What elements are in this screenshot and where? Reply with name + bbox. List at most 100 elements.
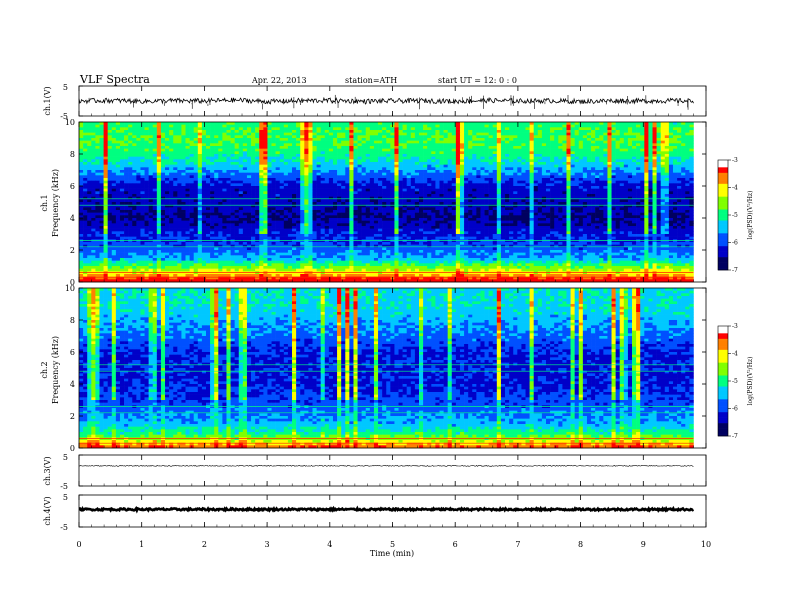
- spectrogram-cell: [271, 204, 276, 208]
- spectrogram-cell: [566, 167, 571, 171]
- spectrogram-cell: [119, 188, 125, 192]
- spectrogram-cell: [423, 162, 428, 165]
- spectrogram-cell: [525, 188, 530, 192]
- spectrogram-cell: [353, 154, 358, 157]
- spectrogram-cell: [664, 183, 670, 187]
- spectrogram-cell: [83, 188, 88, 192]
- spectrogram-cell: [435, 143, 440, 147]
- spectrogram-cell: [292, 159, 297, 163]
- spectrogram-cell: [119, 143, 125, 147]
- spectrogram-cell: [554, 122, 559, 125]
- spectrogram-cell: [173, 172, 178, 176]
- spectrogram-cell: [500, 188, 506, 192]
- spectrogram-cell: [517, 159, 522, 163]
- spectrogram-cell: [689, 196, 694, 200]
- spectrogram-cell: [472, 207, 477, 211]
- spectrogram-cell: [607, 124, 612, 128]
- spectrogram-cell: [455, 151, 461, 155]
- spectrogram-cell: [459, 162, 465, 165]
- spectrogram-cell: [312, 191, 317, 195]
- spectrogram-cell: [398, 199, 403, 203]
- spectrogram-cell: [279, 135, 285, 139]
- spectrogram-cell: [181, 172, 186, 176]
- spectrogram-cell: [668, 167, 674, 171]
- spectrogram-cell: [148, 132, 154, 136]
- spectrogram-cell: [144, 191, 149, 195]
- spectrogram-cell: [230, 202, 235, 205]
- spectrogram-cell: [140, 156, 145, 160]
- spectrogram-cell: [615, 151, 621, 155]
- spectrogram-cell: [87, 202, 92, 205]
- spectrogram-cell: [115, 191, 121, 195]
- spectrogram-cell: [148, 146, 154, 149]
- spectrogram-cell: [615, 175, 621, 179]
- spectrogram-cell: [607, 186, 612, 189]
- spectrogram-cell: [136, 196, 141, 200]
- spectrogram-cell: [648, 202, 653, 205]
- spectrogram-cell: [152, 130, 158, 133]
- spectrogram-cell: [591, 172, 596, 176]
- spectrogram-cell: [144, 196, 149, 200]
- spectrogram-cell: [373, 122, 379, 125]
- spectrogram-cell: [632, 130, 637, 133]
- spectrogram-cell: [435, 138, 440, 141]
- spectrogram-cell: [287, 183, 293, 187]
- spectrogram-cell: [623, 180, 629, 184]
- spectrogram-cell: [255, 132, 260, 136]
- spectrogram-cell: [296, 162, 301, 165]
- spectrogram-cell: [619, 122, 625, 125]
- spectrogram-cell: [345, 135, 350, 139]
- spectrogram-cell: [468, 143, 473, 147]
- spectrogram-cell: [439, 191, 444, 195]
- spectrogram-cell: [636, 170, 641, 173]
- spectrogram-cell: [205, 191, 211, 195]
- spectrogram-cell: [148, 151, 154, 155]
- spectrogram-cell: [378, 143, 383, 147]
- spectrogram-cell: [525, 122, 530, 125]
- spectrogram-cell: [509, 180, 514, 184]
- spectrogram-cell: [349, 178, 354, 181]
- spectrogram-cell: [316, 151, 321, 155]
- spectrogram-cell: [672, 202, 678, 205]
- spectrogram-cell: [255, 183, 260, 187]
- spectrogram-cell: [660, 204, 666, 208]
- spectrogram-cell: [443, 122, 448, 125]
- spectrogram-cell: [521, 180, 526, 184]
- spectrogram-cell: [279, 170, 285, 173]
- start-time-label: start UT = 12: 0 : 0: [438, 76, 517, 85]
- spectrogram-cell: [341, 143, 346, 147]
- spectrogram-cell: [599, 191, 604, 195]
- spectrogram-cell: [402, 194, 408, 197]
- spectrogram-cell: [607, 156, 612, 160]
- spectrogram-cell: [685, 140, 690, 144]
- spectrogram-cell: [95, 196, 100, 200]
- spectrogram-cell: [529, 202, 534, 205]
- spectrogram-cell: [595, 180, 600, 184]
- spectrogram-cell: [468, 122, 473, 125]
- spectrogram-cell: [562, 199, 567, 203]
- spectrogram-cell: [136, 146, 141, 149]
- spectrogram-cell: [156, 207, 162, 211]
- spectrogram-cell: [324, 191, 330, 195]
- spectrogram-cell: [431, 196, 436, 200]
- spectrogram-cell: [132, 204, 137, 208]
- spectrogram-cell: [570, 164, 575, 168]
- spectrogram-cell: [111, 164, 117, 168]
- spectrogram-cell: [353, 183, 358, 187]
- spectrogram-cell: [316, 191, 321, 195]
- spectrogram-cell: [349, 151, 354, 155]
- spectrogram-cell: [603, 159, 608, 163]
- spectrogram-cell: [537, 122, 543, 125]
- spectrogram-cell: [386, 183, 391, 187]
- spectrogram-cell: [615, 196, 621, 200]
- spectrogram-cell: [169, 199, 174, 203]
- spectrogram-cell: [414, 204, 420, 208]
- spectrogram-cell: [79, 146, 84, 149]
- spectrogram-cell: [115, 164, 121, 168]
- spectrogram-cell: [353, 130, 358, 133]
- spectrogram-cell: [156, 159, 162, 163]
- spectrogram-cell: [197, 146, 203, 149]
- spectrogram-cell: [349, 196, 354, 200]
- spectrogram-cell: [201, 183, 207, 187]
- spectrogram-cell: [672, 151, 678, 155]
